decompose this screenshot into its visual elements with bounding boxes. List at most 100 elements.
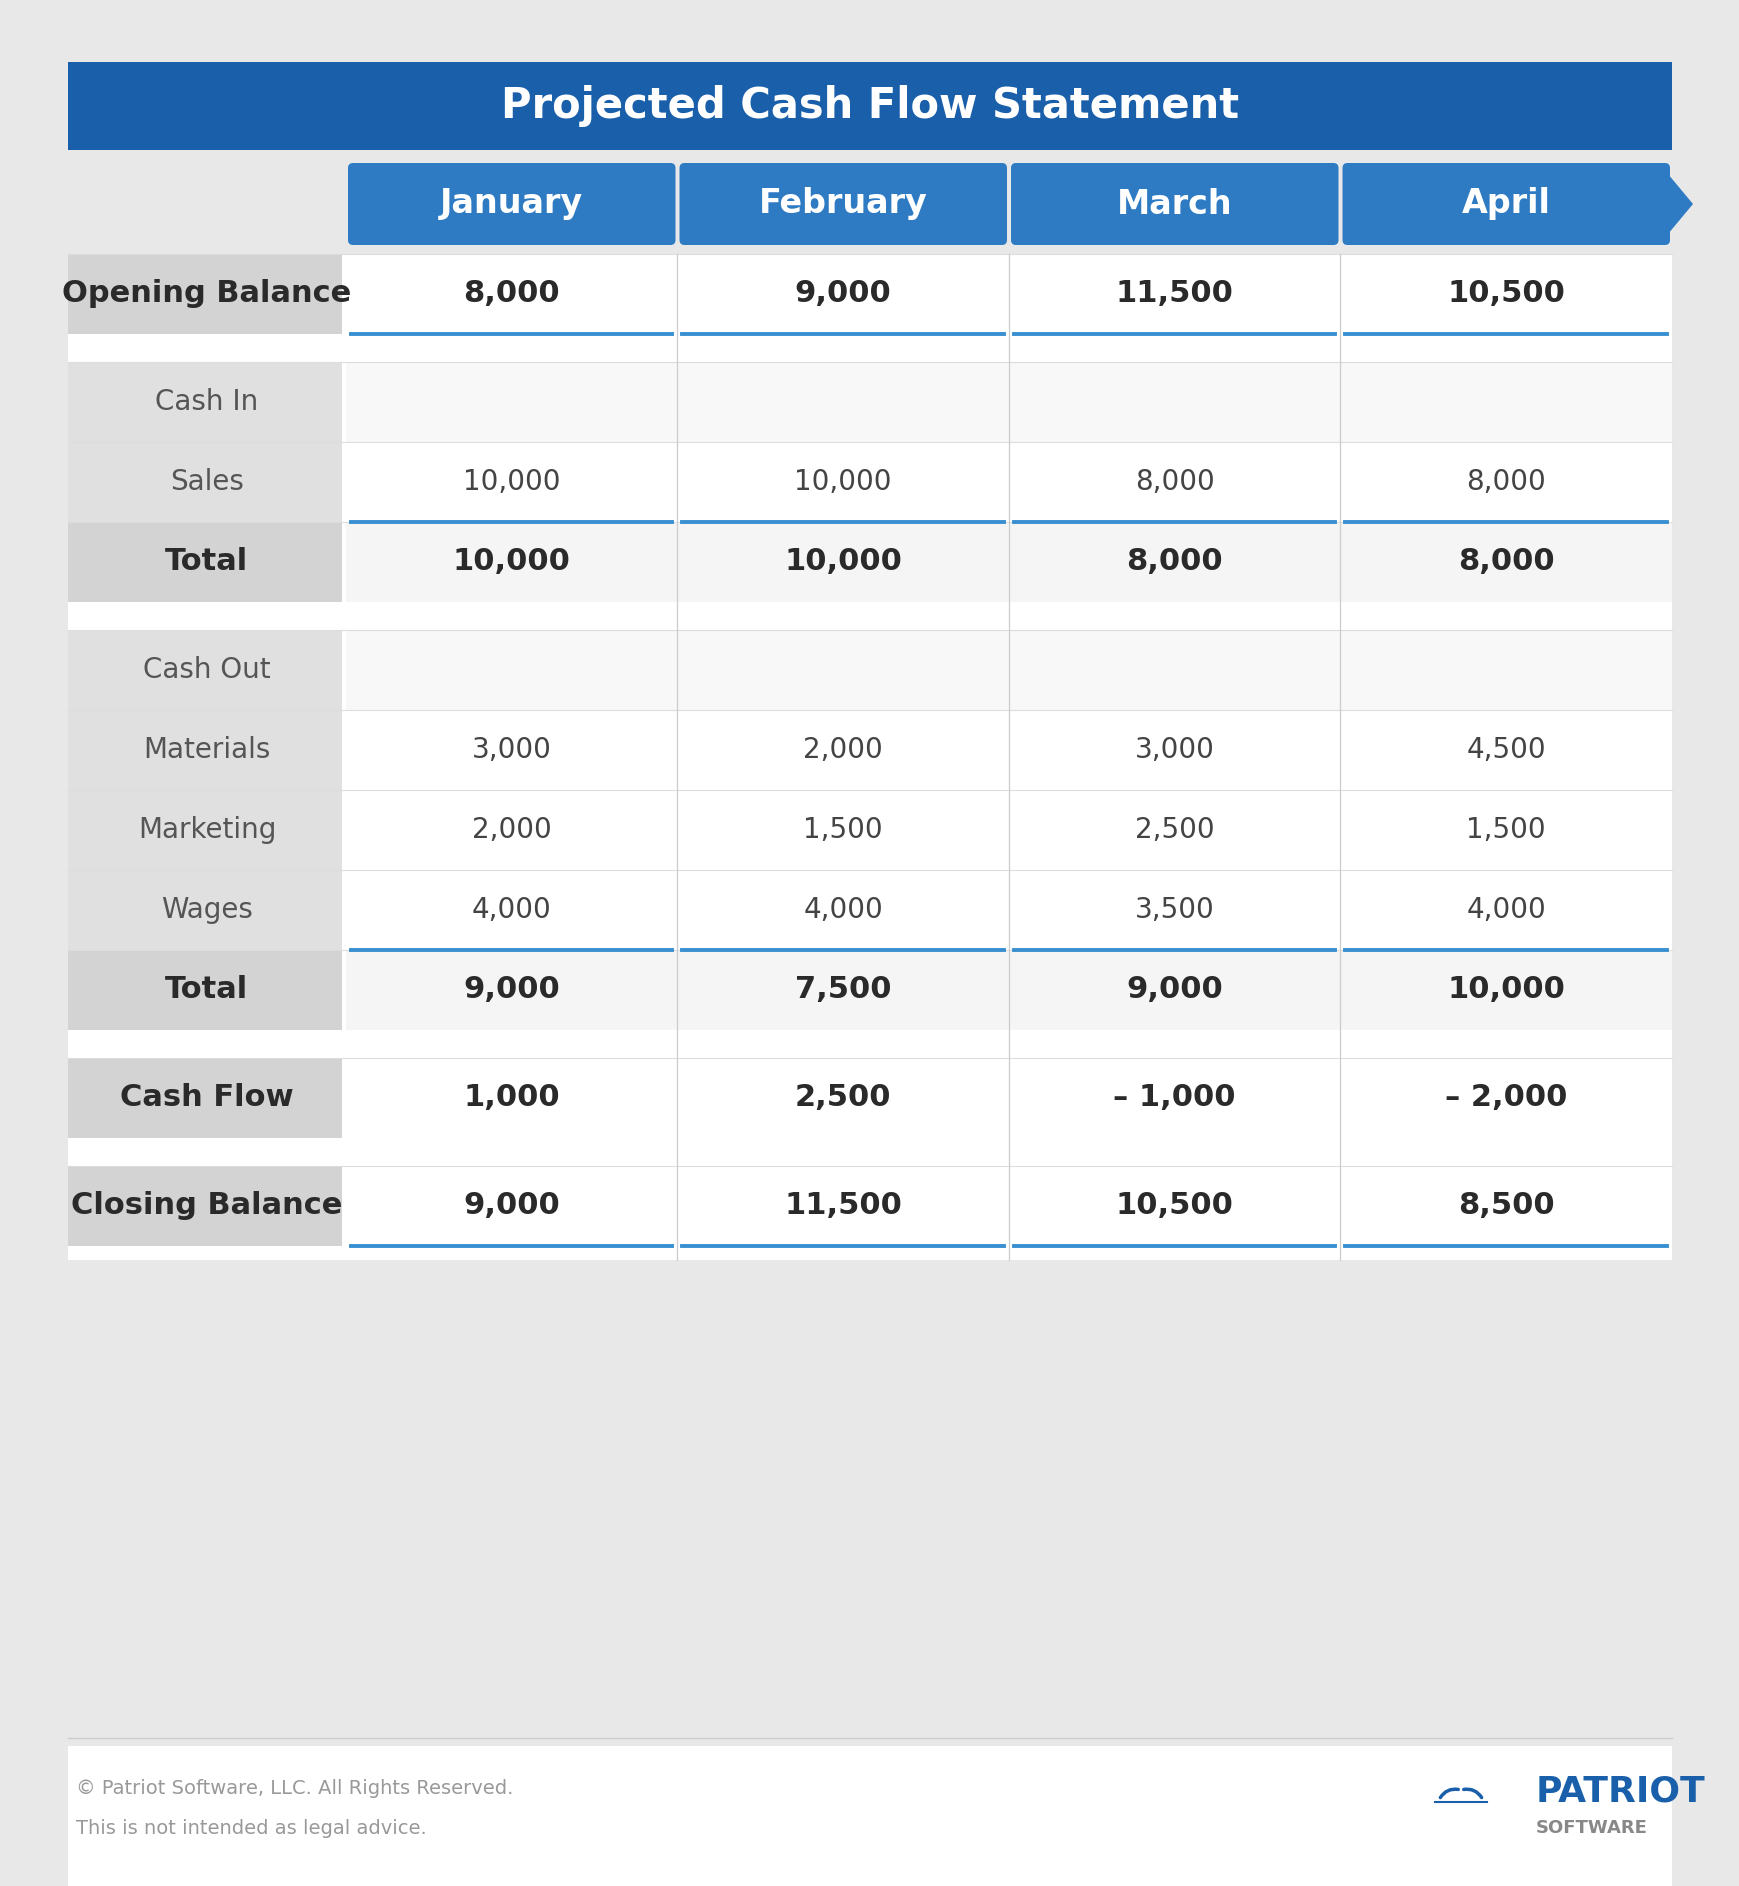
Text: 10,000: 10,000 (795, 468, 892, 496)
Text: Cash In: Cash In (155, 389, 259, 417)
Bar (68, 790, 343, 869)
Text: 4,000: 4,000 (803, 896, 883, 924)
Text: 10,500: 10,500 (1115, 1192, 1233, 1220)
Text: 9,000: 9,000 (795, 279, 890, 309)
Text: 3,500: 3,500 (1134, 896, 1214, 924)
Bar (1009, 790, 1339, 869)
Bar (346, 1166, 676, 1247)
Text: 8,000: 8,000 (1457, 547, 1553, 577)
Text: Total: Total (165, 975, 249, 1005)
Text: This is not intended as legal advice.: This is not intended as legal advice. (77, 1818, 426, 1837)
Text: 2,500: 2,500 (795, 1083, 890, 1113)
Bar (68, 709, 343, 790)
Text: Marketing: Marketing (137, 817, 277, 845)
Text: © Patriot Software, LLC. All Rights Reserved.: © Patriot Software, LLC. All Rights Rese… (77, 1778, 513, 1797)
Bar (346, 1058, 676, 1137)
Text: 8,000: 8,000 (463, 279, 560, 309)
Text: 9,000: 9,000 (1125, 975, 1223, 1005)
Text: Closing Balance: Closing Balance (71, 1192, 343, 1220)
Text: Materials: Materials (143, 736, 271, 764)
Text: 8,000: 8,000 (1466, 468, 1546, 496)
Bar (1009, 709, 1339, 790)
Bar (1339, 362, 1671, 441)
Bar (1339, 255, 1671, 334)
Bar (346, 255, 676, 334)
Text: 4,000: 4,000 (471, 896, 551, 924)
Text: April: April (1461, 187, 1549, 221)
Bar (676, 951, 1009, 1030)
Text: 4,500: 4,500 (1466, 736, 1546, 764)
Text: 8,500: 8,500 (1457, 1192, 1553, 1220)
Bar (1009, 951, 1339, 1030)
Bar (68, 630, 343, 709)
Text: March: March (1116, 187, 1231, 221)
Bar (676, 1166, 1009, 1247)
Text: Total: Total (165, 547, 249, 577)
Text: 11,500: 11,500 (1115, 279, 1233, 309)
Bar (1339, 630, 1671, 709)
Text: February: February (758, 187, 927, 221)
Bar (68, 362, 343, 441)
Bar (676, 709, 1009, 790)
Bar (676, 441, 1009, 522)
Bar (346, 869, 676, 951)
Text: 3,000: 3,000 (471, 736, 551, 764)
Bar (1339, 869, 1671, 951)
Bar (676, 522, 1009, 602)
Bar (346, 522, 676, 602)
Bar (1339, 951, 1671, 1030)
Bar (1339, 709, 1671, 790)
Bar (68, 1746, 1671, 1886)
Bar (676, 255, 1009, 334)
Bar (1339, 1166, 1671, 1247)
Bar (68, 522, 343, 602)
Bar (1009, 255, 1339, 334)
Bar (1009, 441, 1339, 522)
Text: 10,000: 10,000 (452, 547, 570, 577)
Text: 7,500: 7,500 (795, 975, 890, 1005)
Bar (68, 441, 343, 522)
Bar (1009, 1058, 1339, 1137)
Bar (1009, 362, 1339, 441)
Text: 2,000: 2,000 (803, 736, 883, 764)
Text: Projected Cash Flow Statement: Projected Cash Flow Statement (501, 85, 1238, 126)
Text: 2,500: 2,500 (1134, 817, 1214, 845)
Text: 8,000: 8,000 (1134, 468, 1214, 496)
Bar (676, 869, 1009, 951)
Bar (1339, 441, 1671, 522)
Bar (346, 790, 676, 869)
Bar (68, 1166, 343, 1247)
Text: 4,000: 4,000 (1466, 896, 1546, 924)
Text: Cash Out: Cash Out (143, 656, 271, 685)
Bar (68, 62, 1671, 151)
Bar (346, 630, 676, 709)
Bar (1339, 522, 1671, 602)
Bar (1009, 869, 1339, 951)
Bar (346, 441, 676, 522)
Bar (346, 362, 676, 441)
Bar (676, 630, 1009, 709)
Bar (68, 1058, 343, 1137)
Text: 1,000: 1,000 (463, 1083, 560, 1113)
Text: – 1,000: – 1,000 (1113, 1083, 1235, 1113)
Text: 1,500: 1,500 (803, 817, 883, 845)
Text: PATRIOT: PATRIOT (1536, 1775, 1704, 1809)
Bar (346, 951, 676, 1030)
Text: 10,000: 10,000 (784, 547, 901, 577)
Bar (68, 255, 343, 334)
Text: Sales: Sales (170, 468, 243, 496)
Text: 10,000: 10,000 (1447, 975, 1565, 1005)
Bar (68, 869, 343, 951)
FancyBboxPatch shape (1343, 162, 1669, 245)
Text: 3,000: 3,000 (1134, 736, 1214, 764)
Text: 9,000: 9,000 (463, 1192, 560, 1220)
Bar (676, 362, 1009, 441)
Text: – 2,000: – 2,000 (1443, 1083, 1567, 1113)
Text: 11,500: 11,500 (784, 1192, 901, 1220)
Text: Opening Balance: Opening Balance (63, 279, 351, 309)
Text: 8,000: 8,000 (1125, 547, 1223, 577)
Text: January: January (440, 187, 583, 221)
Bar (1009, 630, 1339, 709)
Bar (1009, 1166, 1339, 1247)
Text: 9,000: 9,000 (463, 975, 560, 1005)
